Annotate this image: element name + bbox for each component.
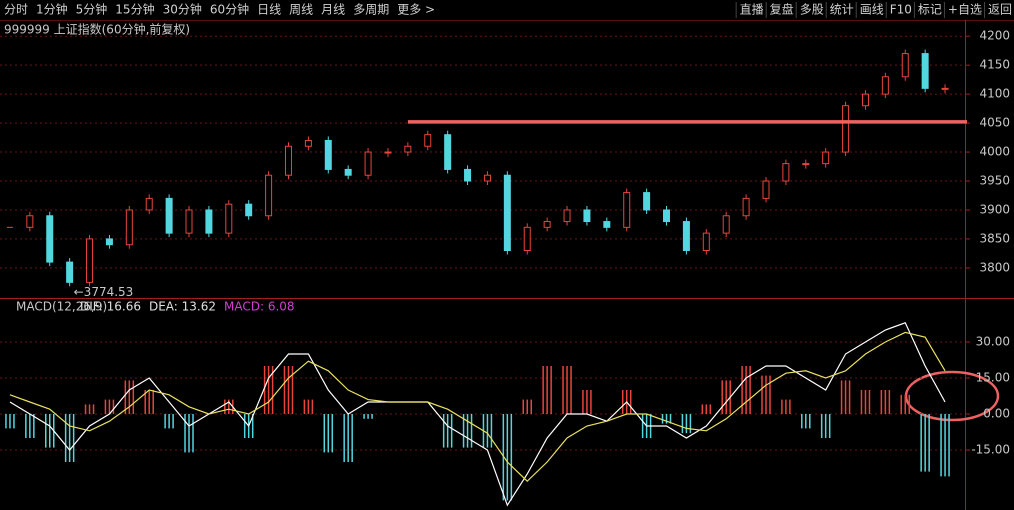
toolbar-button[interactable]: 直播 xyxy=(740,3,764,17)
candle xyxy=(125,209,133,246)
toolbar-button[interactable]: F10 xyxy=(890,3,912,17)
y-tick-label: 3900 xyxy=(979,202,1010,216)
toolbar-tab[interactable]: 周线 xyxy=(289,3,313,17)
candle xyxy=(424,134,432,147)
candle xyxy=(842,105,850,153)
candle xyxy=(464,168,472,182)
macd-title: MACD(12,26,9) xyxy=(16,300,107,314)
y-tick-label: 30.00 xyxy=(976,335,1010,349)
y-tick-label: 4050 xyxy=(979,116,1010,130)
y-tick-label: 4150 xyxy=(979,58,1010,72)
candle xyxy=(722,215,730,234)
y-tick-label: -15.00 xyxy=(971,443,1010,457)
candle xyxy=(921,53,929,89)
candle xyxy=(344,168,352,176)
toolbar-tab[interactable]: 日线 xyxy=(257,3,281,17)
candle xyxy=(46,215,54,263)
toolbar-button[interactable]: +自选 xyxy=(948,3,982,17)
candle xyxy=(523,226,531,252)
toolbar-button[interactable]: 多股 xyxy=(800,3,824,17)
legend-entry: MACD: 6.08 xyxy=(224,300,295,314)
candle xyxy=(364,151,372,176)
candle xyxy=(861,93,869,107)
candle xyxy=(643,192,651,211)
macd-line xyxy=(9,331,946,483)
candle xyxy=(822,151,830,165)
candle xyxy=(682,221,690,252)
toolbar xyxy=(0,0,1014,20)
toolbar-tab[interactable]: 60分钟 xyxy=(210,2,249,17)
candle xyxy=(663,209,671,223)
candle xyxy=(603,221,611,228)
toolbar-tab[interactable]: 更多 > xyxy=(397,3,435,17)
legend-entry: DEA: 13.62 xyxy=(149,300,216,314)
candle xyxy=(802,163,810,166)
candle xyxy=(941,87,949,90)
toolbar-button[interactable]: 标记 xyxy=(918,3,942,17)
candle xyxy=(324,139,332,170)
candle xyxy=(563,209,571,223)
candle xyxy=(623,192,631,228)
candle xyxy=(245,203,253,217)
toolbar-tab[interactable]: 30分钟 xyxy=(163,2,202,17)
candle xyxy=(483,174,491,182)
candle xyxy=(105,238,113,246)
candle xyxy=(404,145,412,153)
candle xyxy=(503,174,511,252)
candle xyxy=(543,221,551,228)
toolbar-button[interactable]: 画线 xyxy=(860,3,884,17)
toolbar-tab[interactable]: 分时 xyxy=(4,3,28,17)
candle xyxy=(284,145,292,176)
candle xyxy=(265,174,273,217)
candle xyxy=(145,197,153,211)
y-tick-label: 0.00 xyxy=(983,407,1010,421)
y-tick-label: 3950 xyxy=(979,174,1010,188)
toolbar-tab[interactable]: 1分钟 xyxy=(36,2,68,17)
y-tick-label: 15.00 xyxy=(976,371,1010,385)
macd-line xyxy=(9,322,946,507)
toolbar-button[interactable]: 统计 xyxy=(830,3,854,17)
candle xyxy=(583,209,591,223)
y-tick-label: 3850 xyxy=(979,231,1010,245)
candle xyxy=(26,215,34,228)
candle xyxy=(205,209,213,234)
y-tick-label: 4100 xyxy=(979,87,1010,101)
toolbar-button[interactable]: 返回 xyxy=(988,3,1012,17)
y-tick-label: 4200 xyxy=(979,29,1010,43)
candle xyxy=(225,203,233,234)
toolbar-tab[interactable]: 15分钟 xyxy=(115,2,154,17)
y-tick-label: 4000 xyxy=(979,145,1010,159)
candle xyxy=(901,53,909,78)
candle xyxy=(86,238,94,283)
y-tick-label: 3800 xyxy=(979,260,1010,274)
toolbar-tab[interactable]: 多周期 xyxy=(353,3,389,17)
candle xyxy=(185,209,193,234)
candle xyxy=(782,163,790,182)
price-annotation: ←3774.53 xyxy=(74,285,134,299)
candle xyxy=(304,139,312,147)
candle xyxy=(384,151,392,154)
candle xyxy=(66,261,74,283)
candle xyxy=(702,232,710,252)
candle xyxy=(881,76,889,95)
legend-entry: DIF: 16.66 xyxy=(80,300,141,314)
toolbar-tab[interactable]: 5分钟 xyxy=(76,2,108,17)
price-title: 999999 上证指数(60分钟,前复权) xyxy=(4,22,190,37)
candle xyxy=(742,197,750,217)
candle xyxy=(762,180,770,199)
candle xyxy=(165,197,173,234)
toolbar-button[interactable]: 复盘 xyxy=(770,2,794,17)
toolbar-tab[interactable]: 月线 xyxy=(321,3,345,17)
candle xyxy=(444,134,452,170)
